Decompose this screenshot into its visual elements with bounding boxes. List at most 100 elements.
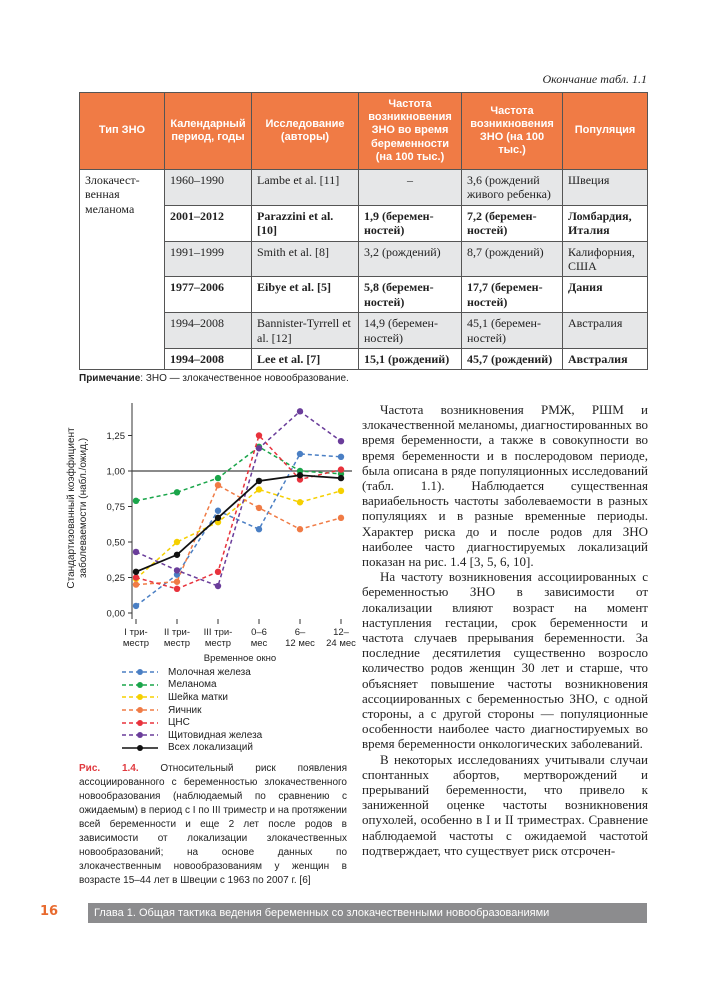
x-tick-label: 12 мес [285, 638, 315, 649]
table-cell: 8,7 (рождений) [461, 240, 563, 278]
table-cell: 1994–2008 [164, 312, 252, 349]
paragraph: В некоторых исследованиях учитывали случ… [362, 751, 648, 858]
table-cell: Австралия [562, 312, 648, 349]
table-row: Злокачест-венная меланома 1960–1990 Lambe … [79, 168, 648, 371]
column-header: Популяция [562, 92, 648, 170]
y-tick-label: 0,50 [107, 538, 126, 549]
cell-type: Злокачест-венная меланома [79, 168, 165, 371]
data-point [255, 477, 263, 485]
x-tick-label: II три- [164, 627, 190, 638]
legend-label: Меланома [168, 679, 217, 691]
table-cell: Eibye et al. [5] [251, 276, 359, 314]
legend-item: Яичник [120, 704, 262, 717]
column-header: Календарный период, годы [164, 92, 252, 170]
data-point [296, 450, 304, 458]
table-block: Тип ЗНО Календарный период, годы Исследо… [79, 92, 648, 384]
data-point [337, 466, 345, 473]
data-point [173, 585, 181, 593]
note-label: Примечание [79, 373, 141, 385]
legend-item: Молочная железа [120, 666, 262, 679]
table-note: Примечание: ЗНО — злокачественное новооб… [79, 373, 648, 384]
table-cell: Дания [562, 276, 648, 314]
table-row: 1994–2008 Bannister-Tyrrell et al. [12] 14… [80, 312, 648, 349]
x-axis-label: Временное окно [204, 653, 276, 664]
table-cell: 45,7 (рождений) [461, 347, 563, 371]
legend-label: Всех локализаций [168, 742, 253, 754]
table-cell: 1,9 (беремен-ностей) [358, 204, 462, 242]
table-row: 1991–1999 Smith et al. [8] 3,2 (рождений) 8… [80, 240, 648, 278]
data-point [214, 482, 222, 489]
table-cell: Ломбардия, Италия [562, 204, 648, 242]
table-cell: 3,6 (рождений живого ребенка) [461, 169, 563, 206]
data-point [255, 432, 263, 439]
data-point [173, 538, 181, 546]
x-tick-label: местр [164, 638, 190, 649]
figure-caption: Рис. 1.4. Относительный риск появления а… [79, 762, 347, 888]
data-point [214, 582, 222, 590]
data-point [337, 437, 345, 445]
y-tick-label: 0,25 [107, 573, 126, 584]
data-point [132, 568, 140, 576]
legend-swatch-icon [122, 744, 158, 751]
paragraph: Частота возникновения РМЖ, РШМ и злокаче… [362, 402, 648, 570]
data-point [173, 489, 181, 496]
legend-swatch-icon [122, 732, 158, 739]
data-point [337, 474, 345, 482]
table-cell: 15,1 (рождений) [358, 347, 462, 371]
x-tick-label: I три- [124, 627, 147, 638]
y-axis-label: Стандартизованный коэффициент заболеваем… [66, 427, 89, 589]
data-point [337, 453, 345, 460]
legend-label: Щитовидная железа [168, 729, 263, 741]
data-table: Тип ЗНО Календарный период, годы Исследо… [79, 92, 648, 371]
table-cell: – [358, 169, 462, 206]
y-tick-label: 1,25 [107, 431, 126, 442]
series-line [135, 434, 342, 590]
x-tick-label: III три- [204, 627, 233, 638]
table-cell: Smith et al. [8] [251, 240, 359, 278]
data-point [132, 581, 140, 588]
legend-label: Шейка матки [168, 691, 229, 703]
table-caption: Окончание табл. 1.1 [542, 72, 647, 86]
legend-swatch-icon [122, 694, 158, 701]
legend-item: Шейка матки [120, 691, 262, 704]
series-line [135, 453, 342, 607]
table-cell: Швеция [562, 169, 648, 206]
x-tick-label: местр [123, 638, 149, 649]
legend-swatch-icon [122, 681, 158, 688]
table-cell: 1991–1999 [164, 240, 252, 278]
data-point [296, 408, 304, 415]
table-cell: 2001–2012 [164, 204, 252, 242]
series-line [135, 474, 342, 573]
legend-swatch-icon [122, 669, 158, 676]
table-cell: Parazzini et al. [10] [251, 204, 359, 242]
data-point [255, 504, 263, 512]
legend-label: Яичник [168, 704, 202, 716]
chart-legend: Молочная железа Меланома Шейка матки Яичник… [120, 666, 262, 754]
data-point [173, 578, 181, 585]
data-point [255, 445, 263, 452]
legend-label: ЦНС [168, 717, 190, 729]
data-point [132, 574, 140, 581]
x-tick-label: 24 мес [326, 638, 356, 649]
x-tick-label: мес [251, 638, 268, 649]
data-point [337, 514, 345, 522]
data-point [214, 514, 222, 522]
note-text: : ЗНО — злокачественное новообразование. [140, 373, 349, 385]
legend-item: Меланома [120, 679, 262, 692]
data-point [296, 526, 304, 533]
legend-label: Молочная железа [168, 666, 251, 678]
page-number: 16 [40, 904, 59, 919]
table-cell: 1994–2008 [164, 347, 252, 371]
legend-item: Всех локализаций [120, 742, 262, 755]
series-line [135, 445, 342, 502]
series-line [135, 488, 342, 580]
table-cell: 7,2 (беремен-ностей) [461, 204, 563, 242]
table-row: 1994–2008 Lee et al. [7] 15,1 (рождений) 45… [80, 347, 648, 371]
table-row: 2001–2012 Parazzini et al. [10] 1,9 (берем… [80, 204, 648, 242]
table-cell: 45,1 (беремен-ностей) [461, 312, 563, 349]
column-header: Частота возникновения ЗНО во время берем… [358, 92, 462, 170]
data-point [296, 472, 304, 479]
paragraph: На частоту возникновения ассоциированных… [362, 569, 648, 752]
